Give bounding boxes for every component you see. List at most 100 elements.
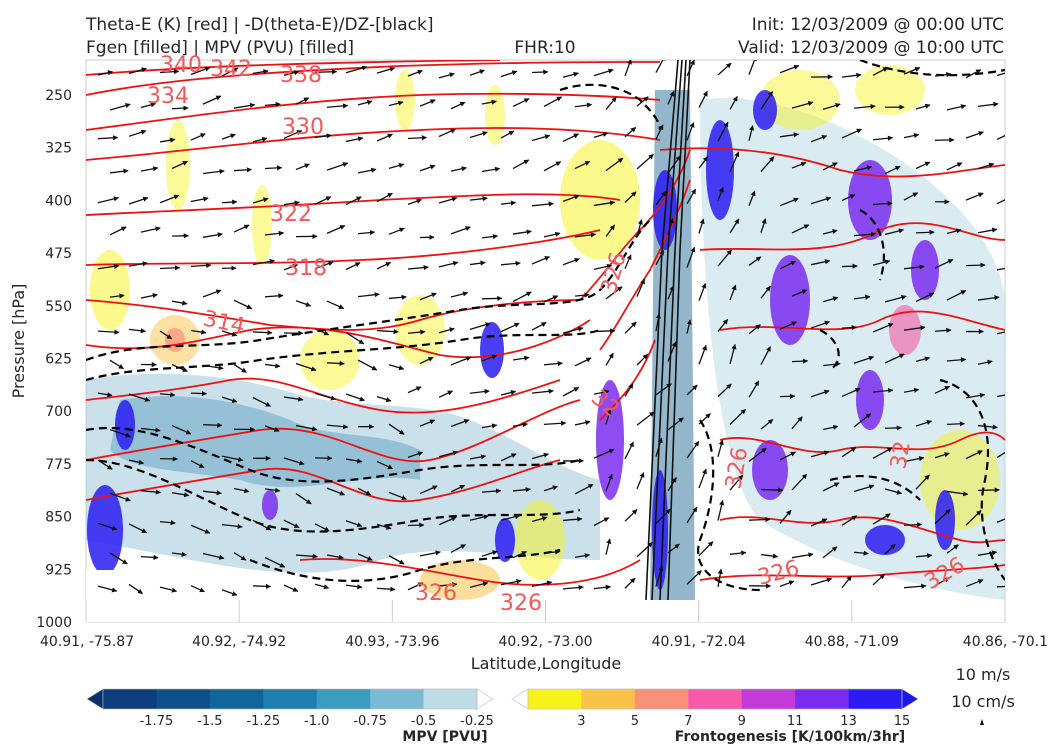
fgen-strong [865, 525, 905, 555]
wind-arrow [419, 419, 436, 427]
wind-arrow [593, 389, 610, 395]
wind-arrow [314, 328, 330, 336]
y-tick-label: 475 [45, 246, 72, 262]
wind-arrow [376, 133, 393, 142]
wind-arrow [159, 330, 173, 340]
wind-arrow [407, 135, 428, 141]
wind-arrow [233, 299, 253, 310]
wind-arrow [109, 226, 127, 236]
chart-title-line2: Fgen [filled] | MPV (PVU) [filled] [86, 38, 354, 58]
wind-arrow [128, 129, 147, 137]
wind-arrow [233, 102, 256, 109]
filled-fields [86, 65, 1005, 622]
fgen-strong [770, 255, 810, 345]
wind-arrow [314, 583, 330, 590]
stability-line [697, 419, 761, 592]
wind-arrow [667, 543, 680, 554]
wind-arrow [376, 460, 394, 470]
fgen-colorbar: 3 5 7 9 11 13 15 [511, 688, 919, 729]
colorbar-segment [741, 689, 796, 709]
wind-arrow [667, 218, 674, 235]
wind-arrow [221, 330, 238, 337]
fgen-patch [560, 140, 640, 260]
wind-arrow [915, 553, 933, 559]
fgen-patch [252, 185, 272, 265]
wind-arrow [717, 62, 732, 76]
colorbar-tick-label: -0.25 [460, 714, 494, 729]
wind-arrow [915, 292, 935, 303]
wind-arrow [574, 102, 593, 108]
fgen-patch [855, 65, 925, 115]
wind-arrow [977, 227, 998, 234]
wind-arrow [729, 151, 740, 173]
wind-arrow [543, 360, 563, 367]
terrain-mask [86, 570, 330, 622]
wind-arrow [791, 552, 814, 559]
wind-arrow [419, 99, 436, 107]
wind-arrow [810, 196, 832, 205]
wind-arrow [562, 71, 579, 78]
wind-arrow [543, 295, 559, 303]
wind-arrow [729, 284, 737, 301]
wind-arrow [791, 473, 808, 491]
wind-arrow [574, 232, 597, 238]
wind-arrow [884, 228, 905, 236]
wind-arrow [252, 258, 276, 266]
wind-arrow [543, 161, 562, 172]
wind-arrow [822, 296, 839, 303]
wind-arrow [841, 387, 861, 398]
theta-e-line [86, 459, 561, 503]
wind-arrow [760, 285, 771, 299]
wind-arrow [376, 261, 392, 270]
y-tick-label: 1000 [36, 615, 72, 631]
wind-arrow [171, 364, 188, 372]
wind-arrow [512, 355, 530, 361]
wind-arrow [438, 516, 457, 526]
wind-arrow [500, 260, 521, 267]
wind-arrow [407, 582, 424, 591]
wind-arrow [729, 218, 740, 234]
wind-arrow [543, 420, 567, 426]
wind-arrow [531, 69, 549, 75]
colorbar-segment [688, 689, 743, 709]
colorbar-extend-low [511, 688, 529, 710]
wind-arrow [729, 343, 737, 365]
wind-arrow [853, 103, 876, 110]
wind-arrow [655, 190, 667, 206]
wind-arrow [326, 103, 349, 109]
wind-arrow [202, 490, 222, 496]
colorbar-segment [795, 689, 850, 709]
wind-arrow [531, 256, 550, 265]
colorbar-extend-high [901, 688, 919, 710]
wind-arrow [903, 325, 926, 331]
stability-line [249, 548, 561, 582]
fgen-strong [495, 518, 515, 562]
wind-arrow [407, 386, 422, 394]
wind-arrow [946, 162, 963, 171]
wind-arrow [512, 551, 527, 559]
wind-arrow [450, 166, 467, 172]
wind-arrow [965, 131, 984, 139]
wind-arrow [233, 552, 247, 561]
wind-arrow [872, 323, 894, 333]
wind-arrow [252, 397, 272, 407]
wind-arrow [159, 137, 176, 143]
fgen-patch [920, 430, 1000, 530]
wind-arrow [872, 447, 893, 459]
wind-arrow [636, 219, 643, 237]
wind-arrow [481, 354, 498, 362]
wind-arrow [903, 264, 925, 270]
wind-arrow [171, 160, 188, 170]
wind-arrow [450, 291, 469, 298]
theta-e-line [86, 61, 661, 96]
wind-arrow [562, 133, 579, 142]
wind-arrow [717, 249, 732, 267]
wind-arrow [202, 552, 225, 560]
wind-arrow [779, 260, 796, 270]
wind-arrow [977, 550, 998, 556]
wind-arrow [729, 408, 747, 425]
wind-arrow [946, 421, 966, 427]
wind-arrow [748, 380, 760, 398]
wind-arrow [438, 260, 459, 268]
wind-arrow [624, 126, 637, 138]
